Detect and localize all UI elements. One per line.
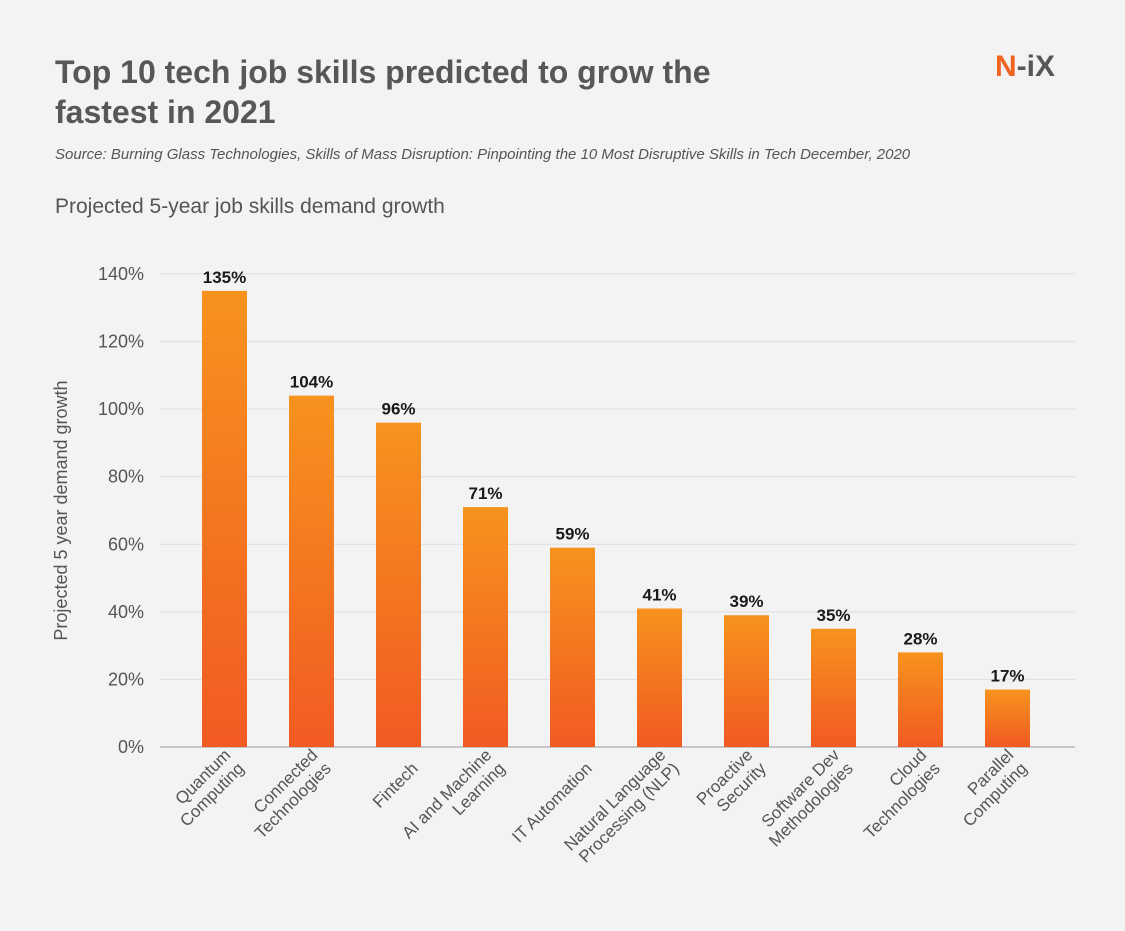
category-label: ParallelComputing	[946, 745, 1031, 830]
bar	[463, 507, 508, 747]
category-label: AI and MachineLearning	[398, 745, 508, 855]
source-note: Source: Burning Glass Technologies, Skil…	[55, 146, 911, 163]
bar	[202, 290, 247, 747]
data-label: 135%	[203, 268, 246, 287]
y-tick-label: 120%	[98, 332, 144, 352]
y-tick-label: 40%	[108, 602, 144, 622]
y-tick-label: 0%	[118, 737, 144, 757]
bar	[550, 547, 595, 747]
category-label: Software DevMethodologies	[752, 745, 857, 850]
chart-subtitle: Projected 5-year job skills demand growt…	[55, 195, 445, 218]
data-label: 28%	[903, 629, 937, 648]
category-label: QuantumComputing	[163, 745, 248, 830]
y-tick-label: 60%	[108, 534, 144, 554]
data-label: 35%	[816, 606, 850, 625]
category-label: Fintech	[369, 759, 422, 812]
y-tick-label: 100%	[98, 399, 144, 419]
data-label: 96%	[381, 400, 415, 419]
category-label: ProactiveSecurity	[693, 745, 770, 822]
category-label: ConnectedTechnologies	[238, 745, 335, 842]
bar	[811, 628, 856, 747]
y-tick-label: 80%	[108, 467, 144, 487]
logo-letter: N	[995, 50, 1017, 83]
data-label: 17%	[990, 667, 1024, 686]
bar	[724, 615, 769, 747]
data-label: 59%	[555, 525, 589, 544]
bars	[202, 290, 1030, 747]
category-label: CloudTechnologies	[847, 745, 944, 842]
bar	[376, 422, 421, 747]
data-label: 71%	[468, 484, 502, 503]
bar	[898, 652, 943, 747]
y-axis-title: Projected 5 year demand growth	[51, 380, 71, 640]
logo-suffix: -iX	[1016, 50, 1056, 83]
labels: 0% 20% 40% 60% 80% 100% 120% 140% Projected 5 ye…	[51, 264, 1031, 867]
bar	[985, 689, 1030, 747]
bar	[289, 395, 334, 747]
y-tick-label: 20%	[108, 669, 144, 689]
bar	[637, 608, 682, 747]
chart-title: Top 10 tech job skills predicted to grow…	[55, 54, 711, 130]
y-tick-label: 140%	[98, 264, 144, 284]
data-label: 41%	[642, 585, 676, 604]
data-label: 39%	[729, 592, 763, 611]
n-ix-logo: N-iX	[995, 50, 1055, 84]
data-label: 104%	[290, 373, 333, 392]
